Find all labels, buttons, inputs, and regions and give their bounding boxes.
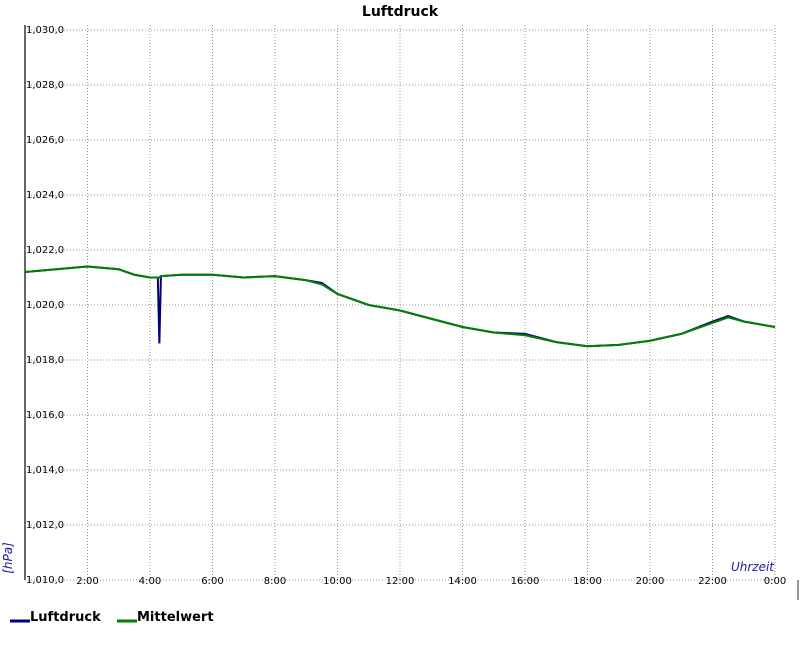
y-tick-label: 1,028,0	[26, 80, 64, 91]
x-axis-title: Uhrzeit	[731, 560, 775, 574]
legend-label: Mittelwert	[137, 610, 214, 625]
x-tick-label: 6:00	[201, 576, 223, 587]
y-tick-label: 1,020,0	[26, 300, 64, 311]
legend-label: Luftdruck	[30, 610, 101, 625]
data-line	[24, 265, 776, 348]
y-tick-label: 1,030,0	[26, 25, 64, 36]
y-axis-title: [hPa]	[1, 542, 15, 574]
x-tick-label: 4:00	[139, 576, 161, 587]
x-tick-label: 2:00	[76, 576, 98, 587]
y-tick-label: 1,022,0	[26, 245, 64, 256]
x-tick-label: 14:00	[448, 576, 477, 587]
y-tick-label: 1,014,0	[26, 465, 64, 476]
x-tick-label: 16:00	[511, 576, 540, 587]
x-tick-label: 10:00	[323, 576, 352, 587]
y-tick-label: 1,010,0	[26, 575, 64, 586]
x-tick-label: 0:00	[764, 576, 786, 587]
x-tick-label: 12:00	[386, 576, 415, 587]
x-tick-label: 20:00	[636, 576, 665, 587]
x-tick-label: 18:00	[573, 576, 602, 587]
y-tick-label: 1,018,0	[26, 355, 64, 366]
chart-title: Luftdruck	[362, 4, 439, 20]
y-tick-label: 1,016,0	[26, 410, 64, 421]
x-tick-label: 8:00	[264, 576, 286, 587]
y-tick-label: 1,026,0	[26, 135, 64, 146]
x-tick-label: 22:00	[698, 576, 727, 587]
y-tick-label: 1,024,0	[26, 190, 64, 201]
y-tick-label: 1,012,0	[26, 520, 64, 531]
